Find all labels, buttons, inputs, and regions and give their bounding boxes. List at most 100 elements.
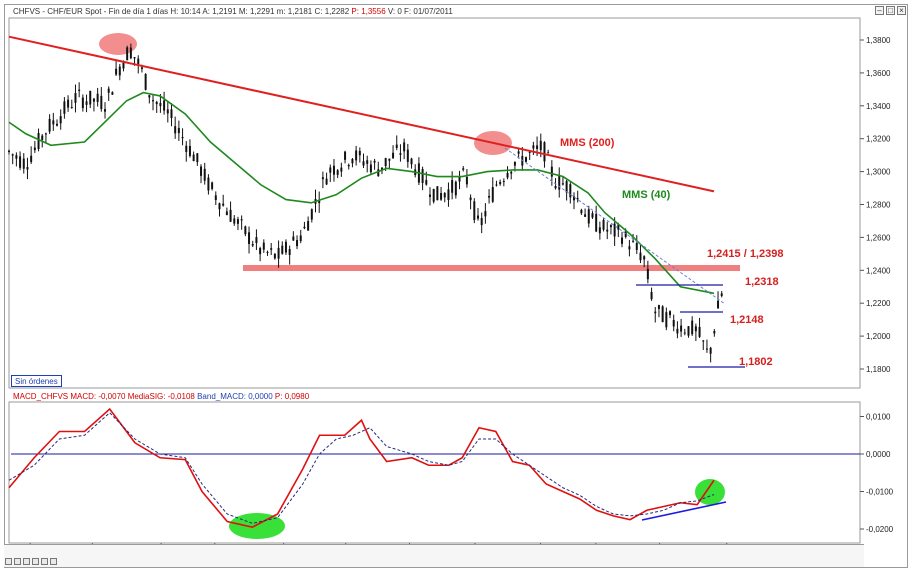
candle-body — [624, 231, 627, 237]
candle-body — [115, 68, 118, 75]
candle-body — [447, 189, 450, 200]
candle-body — [373, 160, 376, 163]
candle-body — [661, 306, 664, 323]
candle-body — [196, 153, 199, 163]
candle-body — [709, 347, 712, 354]
candle-body — [255, 237, 258, 244]
nav-next-icon[interactable] — [41, 558, 48, 565]
candle-body — [488, 195, 491, 198]
candle-body — [698, 326, 701, 337]
candle-body — [181, 137, 184, 139]
candle-body — [8, 150, 10, 153]
nav-zoom-in-icon[interactable] — [32, 558, 39, 565]
maximize-icon[interactable]: □ — [886, 6, 895, 15]
candle-body — [163, 100, 166, 111]
main-title-suffix: V: 0 F: 01/07/2011 — [387, 7, 453, 16]
candle-body — [332, 165, 335, 175]
candle-body — [392, 152, 395, 159]
candle-body — [713, 330, 716, 334]
candle-body — [96, 93, 99, 102]
candle-body — [325, 178, 328, 185]
candle-body — [347, 165, 350, 167]
candle-body — [329, 167, 332, 173]
candle-body — [443, 193, 446, 198]
candle-body — [428, 194, 431, 197]
candle-body — [200, 166, 203, 176]
candle-body — [584, 214, 587, 217]
candle-body — [307, 221, 310, 231]
candle-body — [56, 123, 59, 126]
indicator-title-p: P: 0,0980 — [274, 392, 310, 401]
main-chart-title: CHFVS - CHF/EUR Spot - Fin de día 1 días… — [13, 7, 453, 17]
candle-body — [406, 149, 409, 162]
candle-body — [573, 196, 576, 201]
candle-body — [262, 242, 265, 250]
mms40-label: MMS (40) — [622, 189, 671, 201]
candle-body — [510, 171, 513, 174]
candle-body — [318, 199, 321, 204]
indicator-title-text: MACD_CHFVS MACD: -0,0070 MediaSIG: -0,01… — [13, 392, 198, 401]
candle-body — [676, 328, 679, 334]
candle-body — [469, 197, 472, 201]
minimize-icon[interactable]: – — [875, 6, 884, 15]
main-title-p: P: 1,3556 — [351, 7, 388, 16]
candle-body — [458, 176, 461, 182]
candle-body — [680, 325, 683, 332]
candle-body — [532, 145, 535, 149]
candle-body — [495, 184, 498, 186]
price-y-tick-label: 1,3200 — [866, 135, 891, 144]
candle-body — [720, 293, 723, 296]
candle-body — [561, 183, 564, 185]
candle-body — [399, 153, 402, 155]
candle-body — [672, 319, 675, 327]
candle-body — [140, 67, 143, 69]
candle-body — [177, 128, 180, 134]
candle-body — [222, 203, 225, 206]
nav-zoom-out-icon[interactable] — [23, 558, 30, 565]
candle-body — [152, 100, 155, 102]
candle-body — [26, 167, 29, 170]
moving-average-line — [8, 91, 715, 295]
nav-last-icon[interactable] — [50, 558, 57, 565]
candle-body — [225, 211, 228, 216]
price-y-tick-label: 1,2400 — [866, 266, 891, 275]
candle-body — [207, 177, 210, 191]
price-y-tick-label: 1,2000 — [866, 332, 891, 341]
candle-body — [22, 158, 25, 169]
candle-body — [48, 118, 51, 132]
candle-body — [377, 169, 380, 177]
candle-body — [613, 223, 616, 237]
candle-body — [694, 326, 697, 332]
candle-body — [340, 167, 343, 172]
moving-average-line — [8, 35, 715, 193]
candle-body — [499, 181, 502, 185]
candle-body — [270, 248, 273, 250]
candle-body — [595, 213, 598, 232]
candle-body — [384, 158, 387, 167]
candle-body — [192, 154, 195, 162]
candle-body — [547, 152, 550, 154]
candle-body — [92, 98, 95, 102]
macd-y-tick-label: 0,0100 — [866, 413, 891, 422]
candle-body — [591, 213, 594, 218]
macd-trough-highlight — [229, 513, 285, 539]
level-label-1-2415: 1,2415 / 1,2398 — [707, 248, 783, 260]
candle-body — [126, 47, 129, 61]
nav-prev-icon[interactable] — [14, 558, 21, 565]
orders-badge[interactable]: Sin órdenes — [11, 375, 62, 387]
candle-body — [251, 243, 254, 246]
candle-body — [628, 246, 631, 250]
nav-first-icon[interactable] — [5, 558, 12, 565]
close-icon[interactable]: × — [897, 6, 906, 15]
candle-body — [273, 253, 276, 259]
candle-body — [288, 249, 291, 255]
candle-body — [554, 185, 557, 189]
candle-body — [639, 252, 642, 261]
macd-divergence-highlight — [695, 479, 725, 505]
candle-body — [233, 218, 236, 224]
candle-body — [702, 340, 705, 342]
candle-body — [539, 140, 542, 151]
candle-body — [33, 147, 36, 151]
price-y-tick-label: 1,2600 — [866, 233, 891, 242]
candle-body — [52, 120, 55, 125]
